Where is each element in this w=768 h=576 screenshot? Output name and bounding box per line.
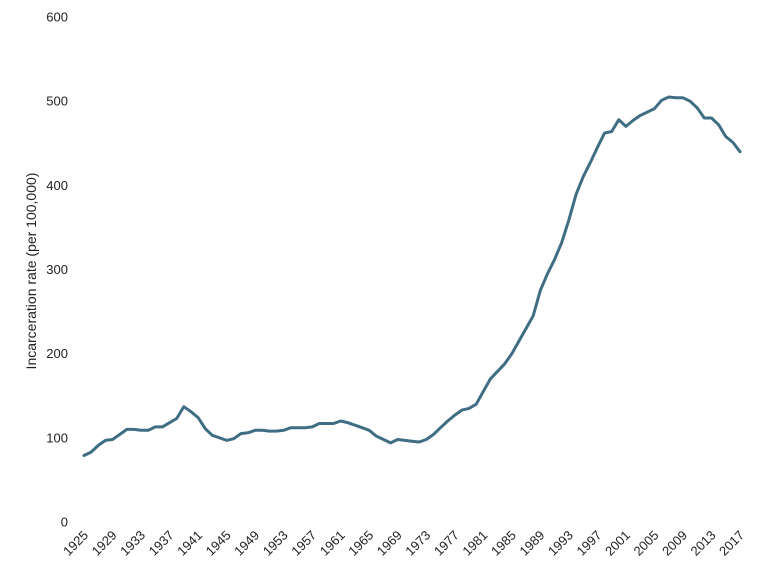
- x-tick-label: 1973: [402, 528, 433, 559]
- y-tick-label: 500: [46, 94, 68, 109]
- x-tick-label: 2009: [659, 528, 690, 559]
- y-tick-label: 300: [46, 262, 68, 277]
- x-tick-label: 2001: [602, 528, 633, 559]
- x-tick-label: 1961: [317, 528, 348, 559]
- x-tick-label: 1933: [117, 528, 148, 559]
- x-tick-label: 1945: [203, 528, 234, 559]
- series-line: [82, 95, 742, 457]
- x-tick-label: 1953: [260, 528, 291, 559]
- series-layer: [82, 95, 742, 457]
- x-tick-label: 1929: [89, 528, 120, 559]
- x-tick-label: 1977: [431, 528, 462, 559]
- x-tick-label: 1925: [60, 528, 91, 559]
- x-tick-label: 1941: [174, 528, 205, 559]
- y-tick-label: 200: [46, 346, 68, 361]
- x-axis-ticks: 1925192919331937194119451949195319571961…: [60, 528, 747, 559]
- y-axis-ticks: 0 100 200 300 400 500 600: [46, 10, 68, 530]
- y-axis-label: Incarceration rate (per 100,000): [23, 173, 39, 370]
- y-tick-label: 100: [46, 430, 68, 445]
- x-tick-label: 1937: [146, 528, 177, 559]
- y-tick-label: 0: [61, 515, 68, 530]
- x-tick-label: 1965: [345, 528, 376, 559]
- x-tick-label: 2017: [716, 528, 747, 559]
- y-tick-label: 600: [46, 10, 68, 25]
- x-tick-label: 1997: [573, 528, 604, 559]
- x-tick-label: 1989: [516, 528, 547, 559]
- x-tick-label: 1985: [488, 528, 519, 559]
- x-tick-label: 1949: [231, 528, 262, 559]
- x-tick-label: 2005: [630, 528, 661, 559]
- x-tick-label: 1993: [545, 528, 576, 559]
- x-tick-label: 1981: [459, 528, 490, 559]
- x-tick-label: 2013: [688, 528, 719, 559]
- y-tick-label: 400: [46, 178, 68, 193]
- x-tick-label: 1957: [288, 528, 319, 559]
- x-tick-label: 1969: [374, 528, 405, 559]
